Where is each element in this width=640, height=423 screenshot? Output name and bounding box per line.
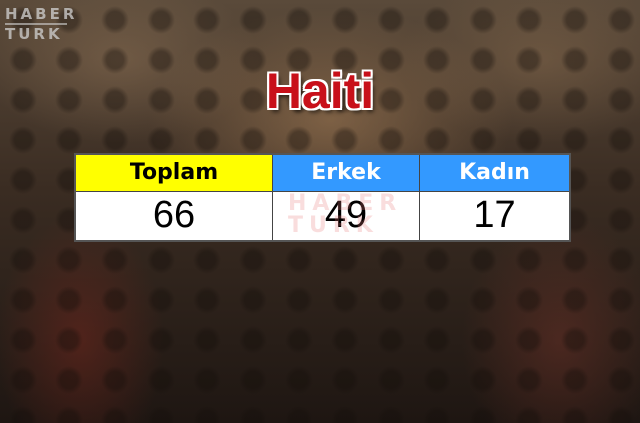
- value-kadin: 17: [419, 190, 571, 242]
- value-row: 66 49 17: [74, 190, 571, 242]
- value-erkek: 49: [272, 190, 420, 242]
- header-erkek: Erkek: [272, 153, 420, 192]
- country-title: Haiti: [265, 63, 375, 119]
- value-toplam: 66: [74, 190, 273, 242]
- logo-line2: TURK: [5, 25, 63, 43]
- header-toplam: Toplam: [74, 153, 273, 192]
- logo-divider: [5, 23, 67, 25]
- logo-line1: HABER: [5, 5, 78, 23]
- header-kadin: Kadın: [419, 153, 571, 192]
- population-table: Toplam Erkek Kadın 66 49 17: [74, 153, 571, 242]
- header-row: Toplam Erkek Kadın: [74, 153, 571, 192]
- haberturk-logo: HABER TURK: [5, 6, 77, 42]
